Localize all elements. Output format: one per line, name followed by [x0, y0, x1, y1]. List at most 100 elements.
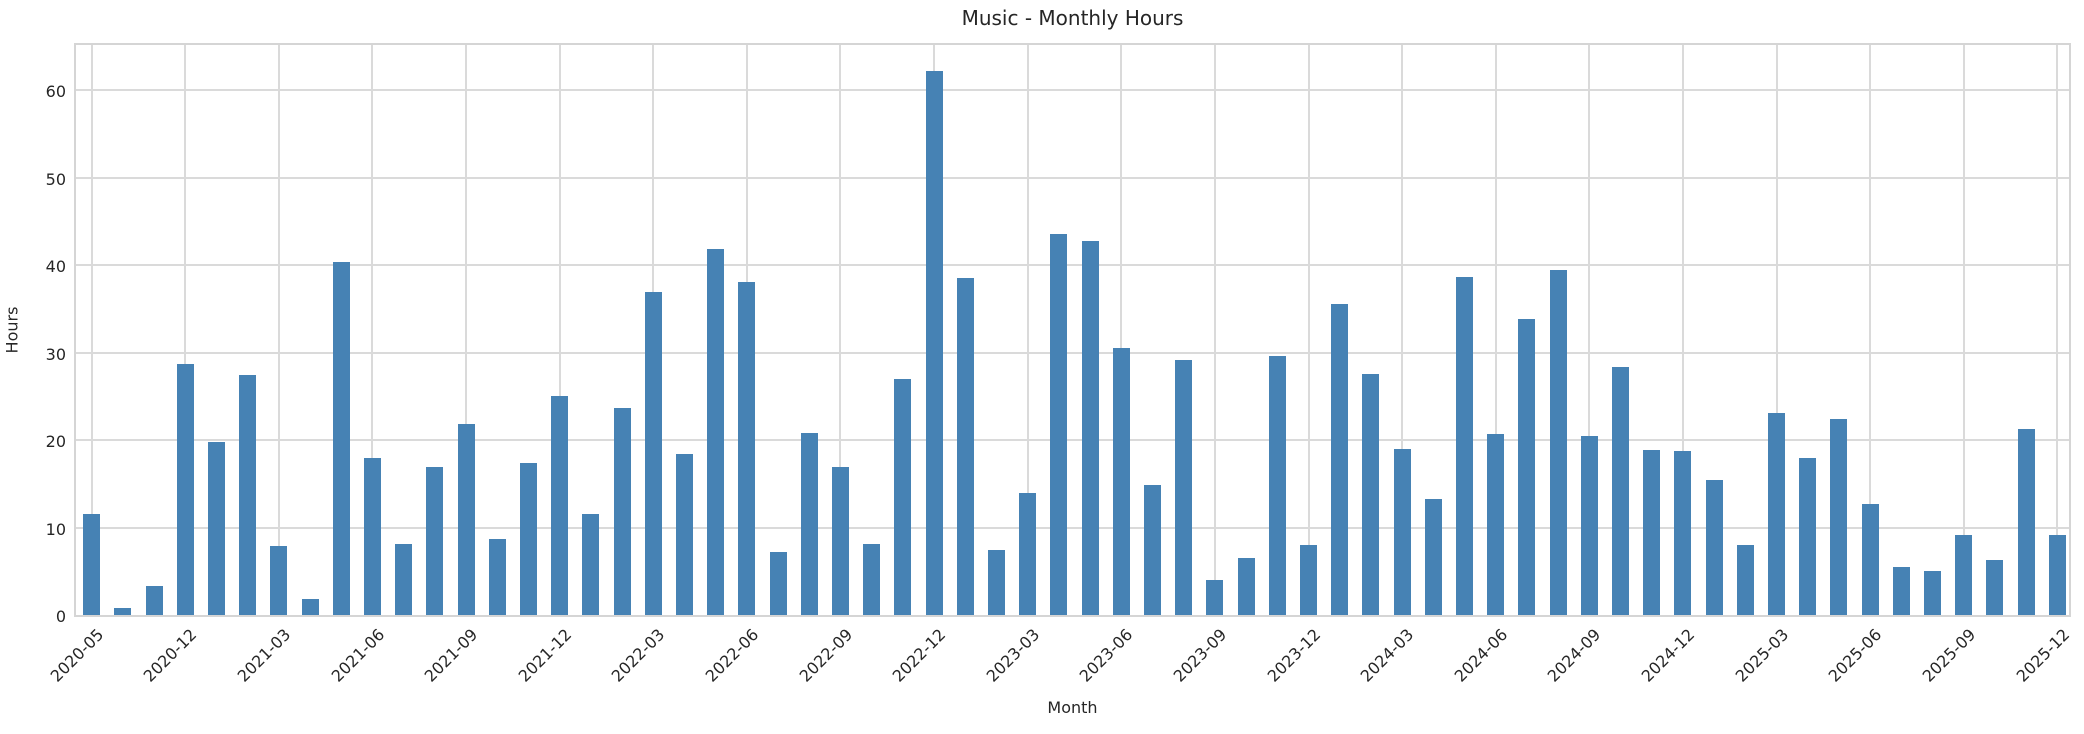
- bar: [1924, 571, 1942, 615]
- bar: [2017, 428, 2035, 615]
- bar: [1955, 534, 1973, 615]
- v-gridline: [465, 45, 468, 615]
- v-gridline: [839, 45, 842, 615]
- y-tick-label: 20: [45, 432, 66, 451]
- bar: [1144, 484, 1161, 615]
- bar: [145, 586, 163, 615]
- h-gridline: [76, 526, 2069, 529]
- x-tick-label-text: 2024-12: [1637, 625, 1699, 686]
- bar: [457, 424, 475, 615]
- bar: [1518, 319, 1536, 615]
- v-gridline: [184, 45, 187, 615]
- y-tick-label: 10: [45, 519, 66, 539]
- x-tick-label-text: 2021-06: [327, 625, 388, 686]
- v-gridline: [2056, 45, 2059, 615]
- bar: [1736, 545, 1754, 615]
- bar: [987, 550, 1005, 615]
- h-gridline: [76, 351, 2069, 354]
- bar: [1830, 419, 1848, 615]
- bar: [1206, 580, 1224, 615]
- bar: [1237, 558, 1255, 615]
- v-gridline: [1869, 45, 1872, 615]
- bar: [1081, 241, 1099, 615]
- v-gridline: [277, 45, 280, 615]
- bar: [1892, 566, 1910, 615]
- bar: [1362, 374, 1380, 615]
- x-tick-label-text: 2020-05: [46, 625, 108, 686]
- y-tick-label: 60: [45, 82, 66, 101]
- x-tick-label-text: 2022-12: [888, 625, 950, 686]
- h-gridline: [76, 176, 2069, 179]
- bar: [1643, 449, 1661, 615]
- bar: [956, 278, 974, 615]
- x-tick-label-text: 2024-03: [1356, 625, 1418, 686]
- bar: [1456, 277, 1474, 615]
- bar: [894, 378, 912, 615]
- v-gridline: [1213, 45, 1216, 615]
- bar: [1268, 356, 1286, 615]
- y-axis-label: Hours: [2, 306, 22, 354]
- bar: [1300, 545, 1318, 615]
- v-gridline: [1775, 45, 1778, 615]
- bar: [1424, 498, 1442, 615]
- x-tick-label-text: 2021-12: [514, 625, 576, 686]
- bar: [738, 281, 756, 615]
- v-gridline: [371, 45, 374, 615]
- h-gridline: [76, 439, 2069, 441]
- h-gridline: [76, 89, 2069, 91]
- v-gridline: [1962, 45, 1965, 615]
- bar: [176, 363, 194, 615]
- bar: [1487, 433, 1505, 615]
- x-tick-label-text: 2022-09: [795, 625, 856, 686]
- v-gridline: [90, 45, 93, 615]
- v-gridline: [558, 45, 561, 615]
- bar: [363, 458, 381, 615]
- x-tick-label-text: 2025-06: [1824, 625, 1886, 686]
- bar: [1175, 360, 1193, 615]
- bar: [2048, 535, 2066, 615]
- v-gridline: [1120, 45, 1123, 615]
- bar: [239, 375, 257, 615]
- x-tick-label-text: 2025-03: [1731, 625, 1792, 686]
- x-tick-label-text: 2023-09: [1169, 625, 1231, 686]
- x-tick-label-text: 2022-06: [701, 625, 763, 686]
- bar: [114, 608, 132, 615]
- bar: [925, 70, 943, 615]
- bar: [207, 441, 225, 615]
- bar: [613, 407, 631, 615]
- x-tick-label-text: 2023-03: [982, 625, 1044, 686]
- bar: [1986, 559, 2004, 615]
- bar: [769, 552, 787, 615]
- v-gridline: [1307, 45, 1310, 615]
- bar: [644, 292, 662, 615]
- x-tick-label-text: 2023-06: [1076, 625, 1137, 686]
- h-gridline: [76, 264, 2069, 266]
- bar: [1549, 270, 1567, 615]
- x-tick-label-text: 2023-12: [1263, 625, 1324, 686]
- bar: [863, 544, 881, 615]
- bar: [1674, 450, 1692, 615]
- v-gridline: [1588, 45, 1591, 615]
- bar: [301, 599, 319, 615]
- v-gridline: [1681, 45, 1684, 615]
- bar: [1705, 480, 1723, 615]
- bar: [519, 462, 537, 615]
- bar: [831, 467, 849, 615]
- bar: [1019, 493, 1037, 615]
- bar: [1580, 435, 1598, 615]
- bar: [270, 545, 288, 615]
- y-tick-label: 30: [45, 344, 66, 364]
- x-tick-label-text: 2024-06: [1450, 625, 1512, 686]
- bar: [551, 396, 569, 615]
- v-gridline: [1401, 45, 1404, 615]
- y-tick-label: 40: [45, 257, 66, 276]
- x-tick-label-text: 2025-12: [2012, 625, 2073, 686]
- bar: [800, 433, 818, 615]
- bar: [332, 262, 350, 615]
- x-tick-label-text: 2020-12: [139, 625, 201, 686]
- x-tick-label-text: 2022-03: [607, 625, 669, 686]
- y-tick-label: 0: [55, 607, 66, 626]
- x-tick-label-text: 2021-09: [420, 625, 482, 686]
- bar: [675, 454, 693, 615]
- chart-title: Music - Monthly Hours: [961, 6, 1184, 30]
